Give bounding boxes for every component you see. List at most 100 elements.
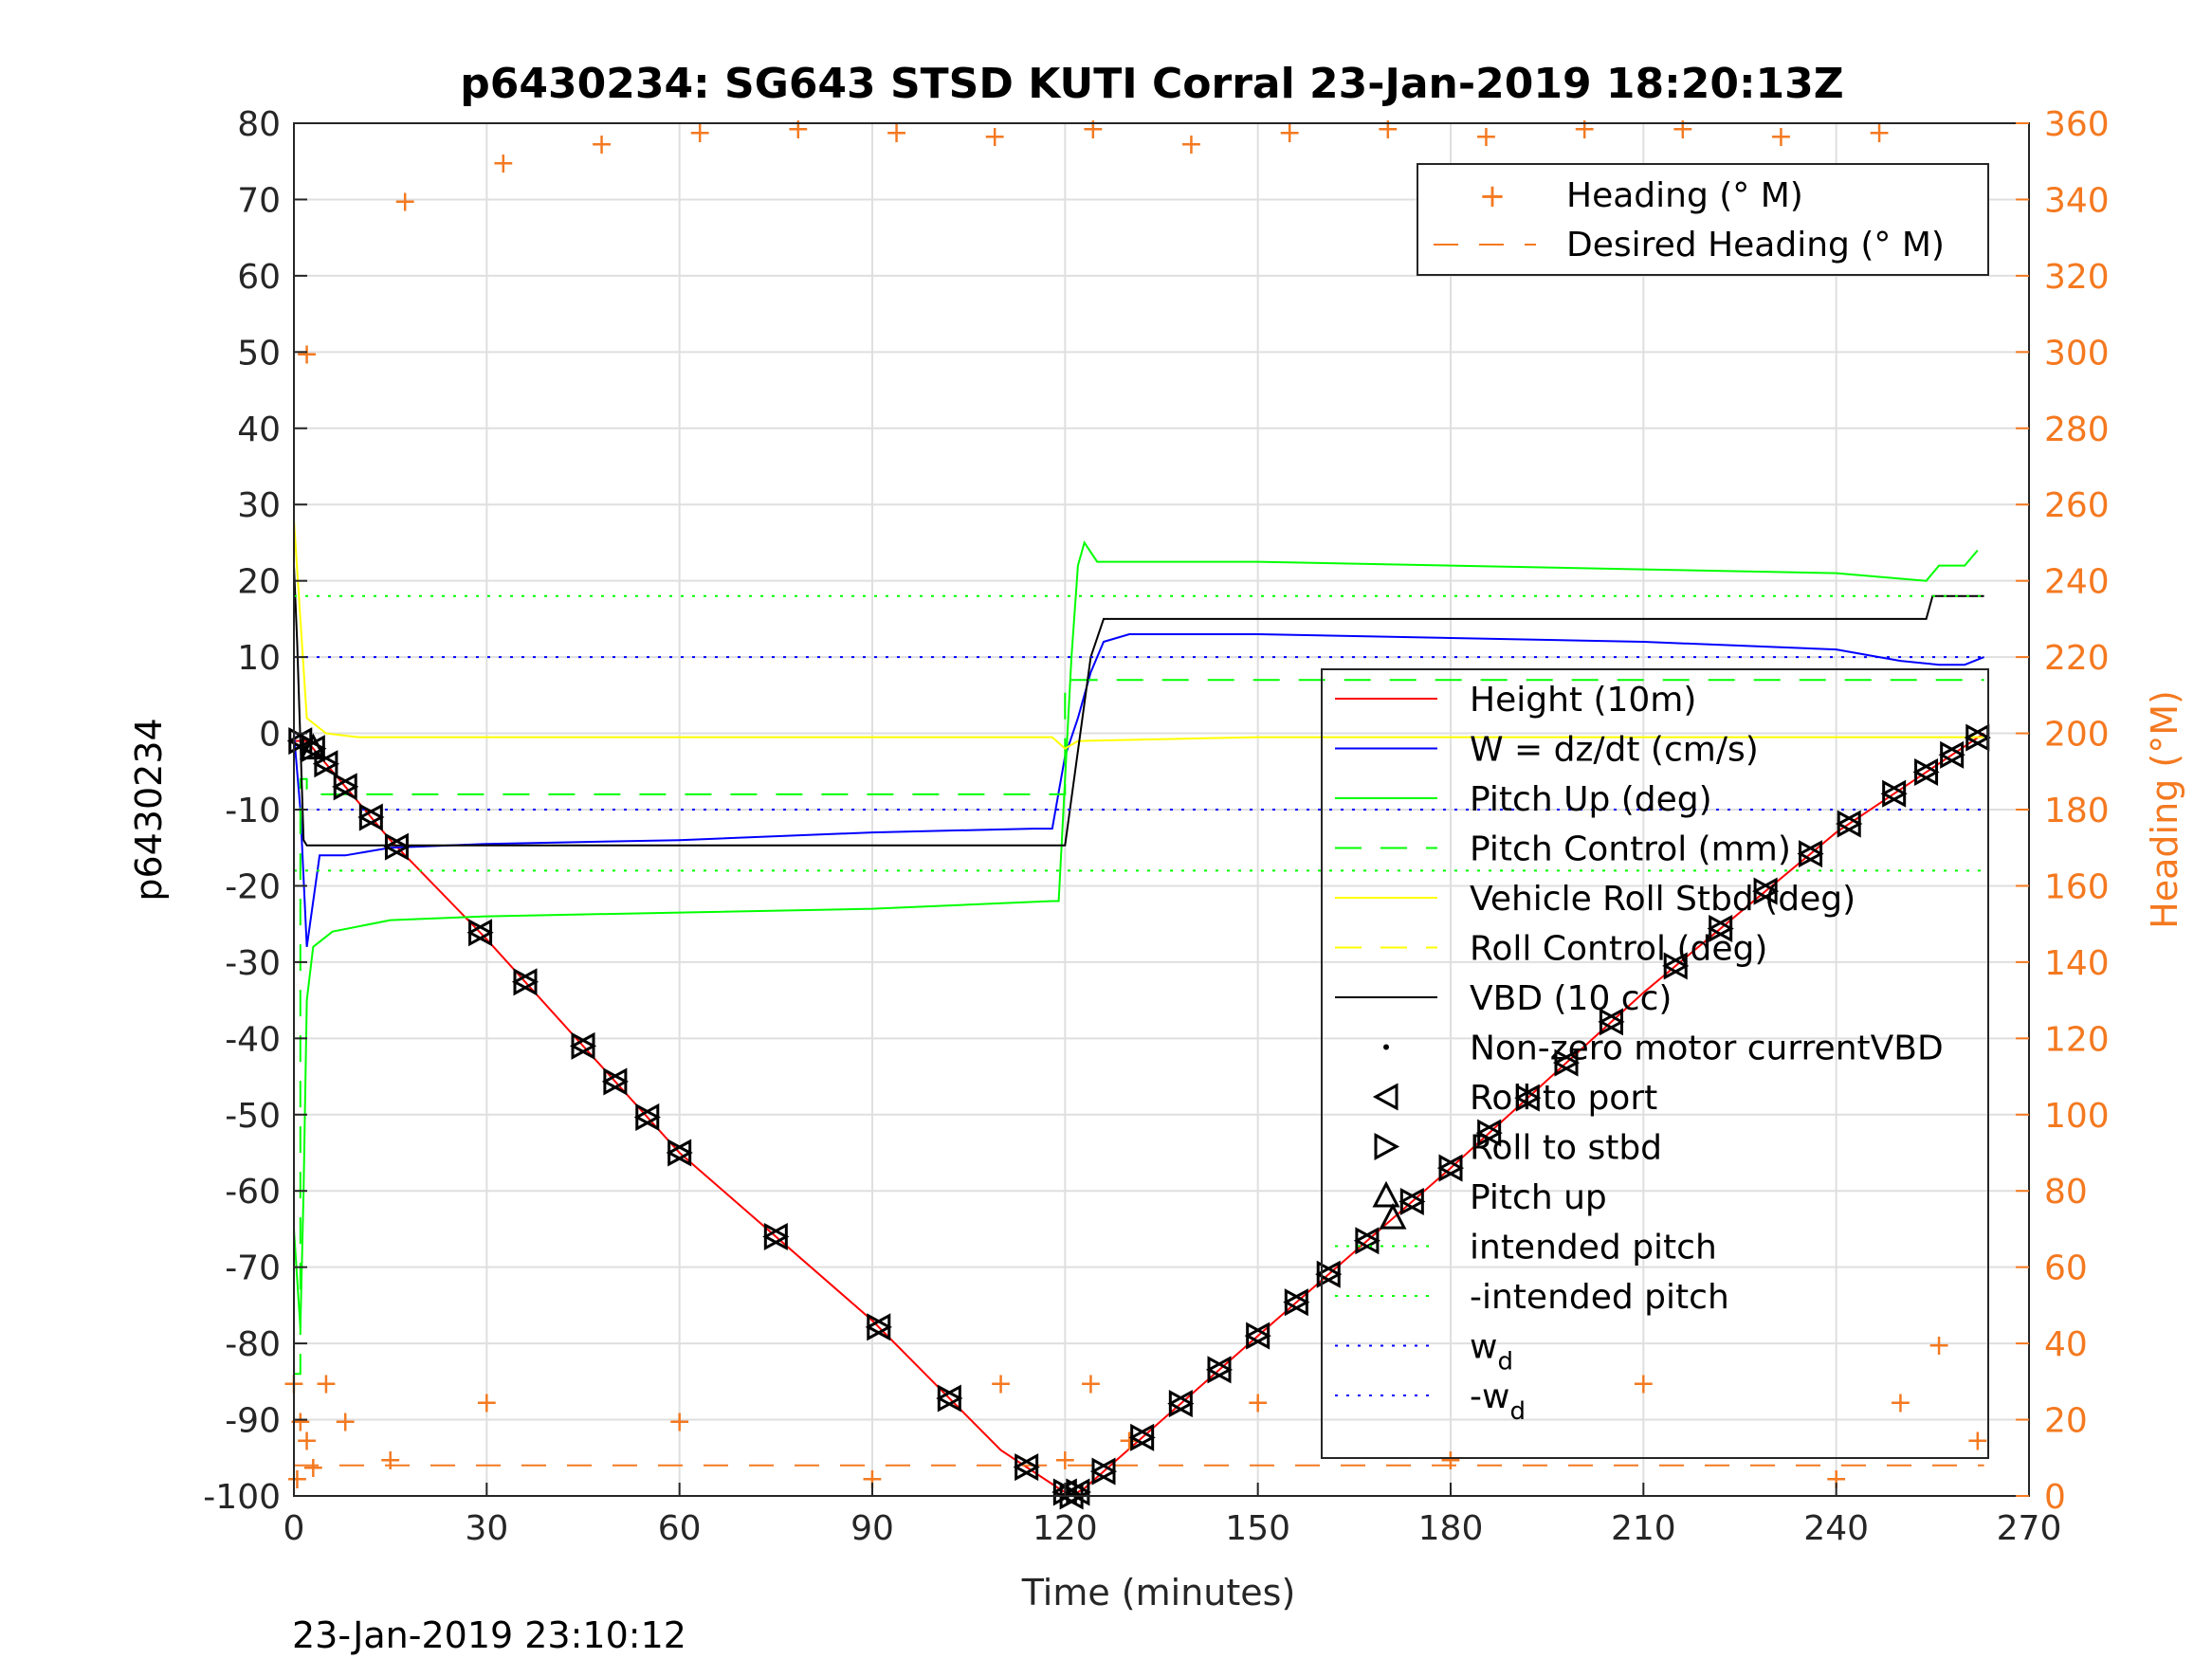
roll-to-stbd-marker: [1015, 1453, 1040, 1482]
y-right-tick-label: 60: [2044, 1249, 2088, 1288]
pitch-up-marker: [1379, 1202, 1407, 1230]
y-tick-label: 60: [237, 258, 281, 297]
roll-to-stbd-marker: [1399, 1187, 1426, 1216]
roll-to-stbd-marker: [1965, 723, 1991, 752]
y-tick-label: 70: [237, 181, 281, 220]
legend-entry-label: Pitch Control (mm): [1470, 830, 1791, 869]
heading-point: +: [475, 1386, 499, 1419]
roll-to-stbd-marker: [1663, 952, 1690, 980]
heading-point: +: [989, 1367, 1013, 1400]
legend-entry-label: Vehicle Roll Stbd (deg): [1470, 880, 1856, 919]
heading-point: +: [285, 1463, 309, 1496]
heading-point: +: [1438, 1444, 1462, 1477]
roll-to-stbd-marker: [635, 1103, 661, 1131]
legend-entry-label: Height (10m): [1470, 681, 1696, 720]
y-tick-label: 0: [259, 716, 281, 755]
y-right-tick-label: 360: [2044, 105, 2110, 144]
legend-swatch: [1372, 1180, 1400, 1208]
legend-top-entry-desired-heading: Desired Heading (° M): [1566, 226, 1945, 264]
y-right-tick-label: 300: [2044, 334, 2110, 373]
heading-point: +: [1965, 1425, 1989, 1458]
y-tick-label: 10: [237, 639, 281, 678]
x-axis-label: Time (minutes): [1021, 1572, 1296, 1613]
roll-to-stbd-marker: [1316, 1260, 1343, 1288]
heading-point: +: [688, 117, 712, 150]
series-line: [293, 520, 1984, 750]
x-tick-label: 90: [850, 1509, 894, 1548]
roll-to-stbd-marker: [513, 968, 539, 996]
heading-point: +: [1474, 120, 1498, 154]
roll-to-stbd-marker: [1882, 779, 1908, 808]
roll-to-stbd-marker: [1355, 1227, 1381, 1255]
heading-point: +: [302, 1451, 325, 1485]
y-right-tick-label: 0: [2044, 1478, 2066, 1517]
heading-point: +: [288, 1406, 312, 1439]
y-right-tick-label: 120: [2044, 1020, 2110, 1059]
legend-entry-label: Roll to stbd: [1470, 1129, 1662, 1168]
x-tick-label: 210: [1611, 1509, 1676, 1548]
roll-to-stbd-marker: [667, 1139, 693, 1167]
heading-point: +: [1671, 113, 1694, 146]
heading-point: +: [1632, 1367, 1655, 1400]
roll-to-stbd-marker: [288, 727, 314, 756]
roll-to-stbd-marker: [358, 803, 385, 831]
y-right-tick-label: 320: [2044, 258, 2110, 297]
roll-to-stbd-marker: [1940, 740, 1965, 769]
roll-to-stbd-marker: [1207, 1356, 1234, 1384]
y-right-tick-label: 340: [2044, 181, 2110, 220]
y-right-tick-label: 80: [2044, 1173, 2088, 1212]
legend-entry-label: VBD (10 cc): [1470, 979, 1672, 1018]
roll-to-stbd-marker: [1168, 1390, 1195, 1418]
y-axis-label: p6430234: [128, 718, 170, 901]
roll-to-stbd-marker: [301, 735, 327, 763]
roll-to-stbd-marker: [333, 773, 359, 801]
roll-to-stbd-marker: [1477, 1119, 1503, 1147]
heading-point: +: [314, 1367, 338, 1400]
y-right-tick-label: 260: [2044, 486, 2110, 525]
heading-point: +: [786, 113, 810, 146]
y-tick-label: -80: [225, 1325, 281, 1364]
heading-point: +: [885, 117, 908, 150]
x-tick-label: 60: [658, 1509, 702, 1548]
heading-point: +: [667, 1406, 691, 1439]
heading-point: +: [1179, 128, 1203, 161]
legend-entry-label: intended pitch: [1470, 1229, 1717, 1267]
roll-to-stbd-marker: [1284, 1288, 1310, 1317]
y-tick-label: -10: [225, 792, 281, 830]
heading-point: +: [1928, 1329, 1951, 1362]
legend-top-entry-heading: Heading (° M): [1566, 176, 1803, 215]
y-tick-label: -40: [225, 1020, 281, 1059]
heading-point: +: [1081, 113, 1105, 146]
x-tick-label: 180: [1418, 1509, 1484, 1548]
heading-point: +: [334, 1406, 357, 1439]
roll-to-stbd-marker: [1753, 877, 1780, 905]
y-tick-label: -30: [225, 944, 281, 983]
y-right-tick-label: 40: [2044, 1325, 2088, 1364]
legend-entry-label: Pitch up: [1470, 1178, 1607, 1217]
y-tick-label: -60: [225, 1173, 281, 1212]
x-tick-label: 120: [1033, 1509, 1098, 1548]
series-line: [293, 565, 1984, 847]
legend-entry-label: Roll Control (deg): [1470, 930, 1767, 969]
legend-entry-label: Roll to port: [1470, 1079, 1657, 1118]
y-right-tick-label: 100: [2044, 1097, 2110, 1136]
roll-to-stbd-marker: [763, 1222, 790, 1251]
heading-point: +: [1573, 113, 1597, 146]
y-right-tick-label: 160: [2044, 867, 2110, 906]
legend-swatch: [1372, 1083, 1398, 1111]
roll-to-stbd-marker: [1799, 840, 1824, 868]
y-tick-label: -50: [225, 1097, 281, 1136]
y-axis-right-label: Heading (°M): [2144, 690, 2185, 929]
heading-point: +: [1868, 117, 1892, 150]
chart-title: p6430234: SG643 STSD KUTI Corral 23-Jan-…: [460, 60, 1843, 108]
roll-to-stbd-marker: [384, 832, 411, 861]
y-right-tick-label: 140: [2044, 944, 2110, 983]
pitch-up-marker: [299, 733, 327, 760]
series-line: [294, 679, 1984, 1376]
legend-entry-label: Pitch Up (deg): [1470, 780, 1712, 819]
roll-to-stbd-marker: [1066, 1478, 1092, 1506]
x-axis: 0 30 60 90 120 150 180 210 240 270: [283, 1483, 2061, 1548]
y-right-tick-label: 280: [2044, 410, 2110, 449]
legend-main: Height (10m) W = dz/dt (cm/s) Pitch Up (de…: [1321, 668, 1989, 1459]
legend-main-box: [1321, 668, 1989, 1459]
